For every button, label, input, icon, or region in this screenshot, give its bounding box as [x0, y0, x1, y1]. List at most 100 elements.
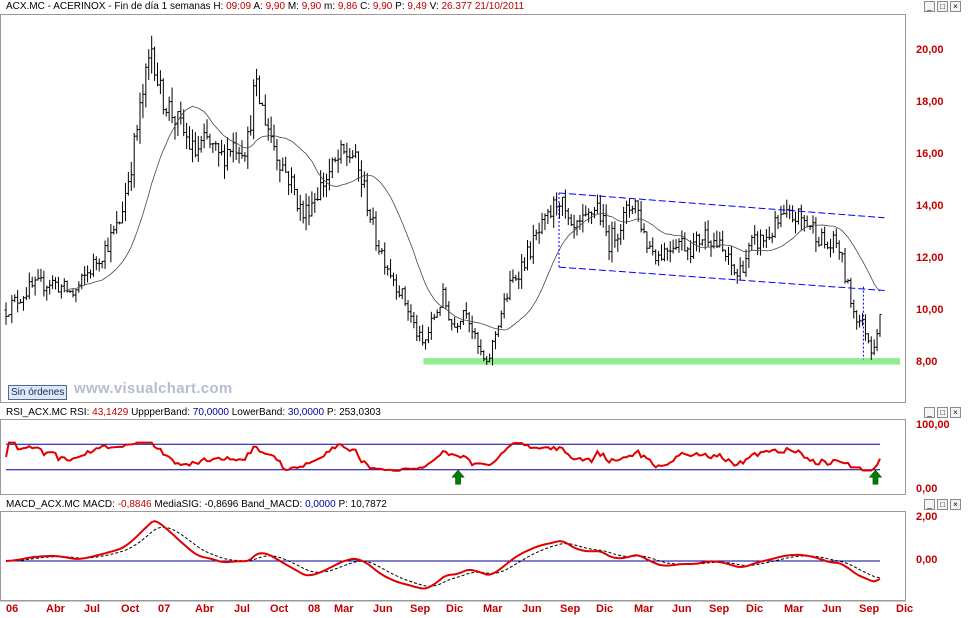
minimize-button[interactable]: _	[924, 1, 935, 12]
ohlc-bar	[406, 299, 410, 321]
ohlc-bar	[855, 310, 859, 330]
ohlc-bar	[357, 151, 361, 182]
macd-label: MACD:	[82, 499, 115, 510]
ohlc-bar	[802, 214, 806, 232]
ohlc-bar	[190, 129, 194, 163]
ohlc-bar	[858, 314, 862, 328]
x-label-mar: Mar	[483, 603, 503, 615]
ohlc-bar	[683, 232, 687, 252]
x-label-06: 06	[6, 603, 19, 615]
ohlc-bar	[10, 294, 14, 324]
ohlc-bar	[138, 92, 142, 144]
ohlc-bar	[333, 157, 337, 163]
ohlc-bar	[598, 195, 602, 226]
band-macd-value: 0,0000	[305, 499, 336, 510]
ohlc-bar	[482, 350, 486, 362]
ohlc-bar	[115, 211, 119, 234]
ohlc-bar	[153, 46, 157, 81]
ohlc-bar	[493, 331, 497, 350]
ohlc-bar	[324, 173, 328, 198]
ohlc-bar	[377, 239, 381, 255]
ohlc-bar	[563, 189, 567, 219]
ohlc-bar	[351, 150, 355, 159]
ohlc-bar	[450, 319, 454, 331]
ohlc-bar	[438, 306, 442, 317]
ohlc-bar	[572, 214, 576, 239]
rsi-tick-0: 0,00	[916, 483, 938, 495]
ohlc-bar	[697, 233, 701, 253]
ohlc-bar	[645, 231, 649, 254]
macd-close-button[interactable]: ×	[950, 499, 961, 510]
ohlc-bar	[625, 200, 629, 224]
ohlc-bar	[80, 273, 84, 290]
ohlc-bar	[126, 171, 130, 196]
ohlc-bar	[721, 230, 725, 252]
band-macd-label: Band_MACD:	[241, 499, 303, 510]
ohlc-bar	[470, 315, 474, 339]
ohlc-bar	[45, 285, 49, 301]
maximize-button[interactable]: □	[937, 1, 948, 12]
price-panel-frame	[0, 14, 906, 403]
ohlc-bar	[724, 249, 728, 262]
ohlc-bar	[56, 276, 60, 293]
ohlc-bar	[826, 241, 830, 250]
ohlc-bar	[875, 328, 879, 352]
rsi-minimize-button[interactable]: _	[924, 407, 935, 418]
ohlc-bar	[488, 353, 492, 363]
x-label-dic: Dic	[446, 603, 464, 615]
ohlc-bar	[19, 299, 23, 304]
macd-maximize-button[interactable]: □	[937, 499, 948, 510]
ohlc-bar	[715, 230, 719, 248]
ohlc-bar	[607, 225, 611, 261]
ohlc-bar	[794, 211, 798, 234]
ohlc-bar	[820, 228, 824, 246]
rsi-close-button[interactable]: ×	[950, 407, 961, 418]
ohlc-bar	[211, 142, 215, 153]
ohlc-bar	[817, 236, 821, 247]
ohlc-bar	[21, 296, 25, 311]
ohlc-bar	[16, 289, 20, 313]
ohlc-bar	[371, 207, 375, 225]
ohlc-bar	[467, 312, 471, 333]
ohlc-bar	[310, 191, 314, 217]
ohlc-bar	[499, 310, 503, 329]
ohlc-bar	[30, 276, 34, 288]
v-value: 26.377	[441, 1, 473, 12]
ohlc-bar	[779, 205, 783, 228]
ohlc-bar	[132, 132, 136, 188]
macd-minimize-button[interactable]: _	[924, 499, 935, 510]
x-label-jun: Jun	[522, 603, 542, 615]
ohlc-bar	[39, 268, 43, 282]
close-button[interactable]: ×	[950, 1, 961, 12]
ohlc-bar	[566, 208, 570, 226]
ohlc-bar	[671, 239, 675, 254]
ohlc-bar	[426, 326, 430, 344]
rsi-value: 43,1429	[92, 407, 129, 418]
macd-panel-header: MACD_ACX.MC MACD: -0,8846 MediaSIG: -0,8…	[6, 498, 387, 511]
price-tick-10: 10,00	[916, 304, 944, 316]
ohlc-bar	[514, 274, 518, 282]
ohlc-bar	[362, 171, 366, 188]
ohlc-bar	[223, 144, 226, 179]
macd-name: MACD_ACX.MC	[6, 499, 80, 510]
ohlc-bar	[412, 311, 416, 329]
x-label-oct: Oct	[121, 603, 140, 615]
ohlc-bar	[103, 240, 107, 269]
ohlc-bar	[505, 293, 509, 303]
ohlc-bar	[601, 204, 605, 228]
ohlc-bar	[441, 283, 445, 309]
ohlc-bar	[569, 213, 573, 227]
ohlc-bar	[71, 289, 75, 298]
ohlc-bar	[531, 224, 535, 265]
ohlc-bar	[304, 193, 308, 231]
rsi-maximize-button[interactable]: □	[937, 407, 948, 418]
ohlc-bar	[657, 251, 661, 266]
ohlc-bar	[712, 232, 716, 249]
ohlc-bar	[97, 258, 101, 272]
price-tick-12: 12,00	[916, 252, 944, 264]
ohlc-bar	[668, 241, 672, 263]
sin-ordenes-button[interactable]: Sin órdenes	[8, 385, 68, 400]
price-tick-14: 14,00	[916, 200, 944, 212]
ohlc-bar	[866, 333, 870, 344]
ohlc-bar	[843, 247, 847, 284]
